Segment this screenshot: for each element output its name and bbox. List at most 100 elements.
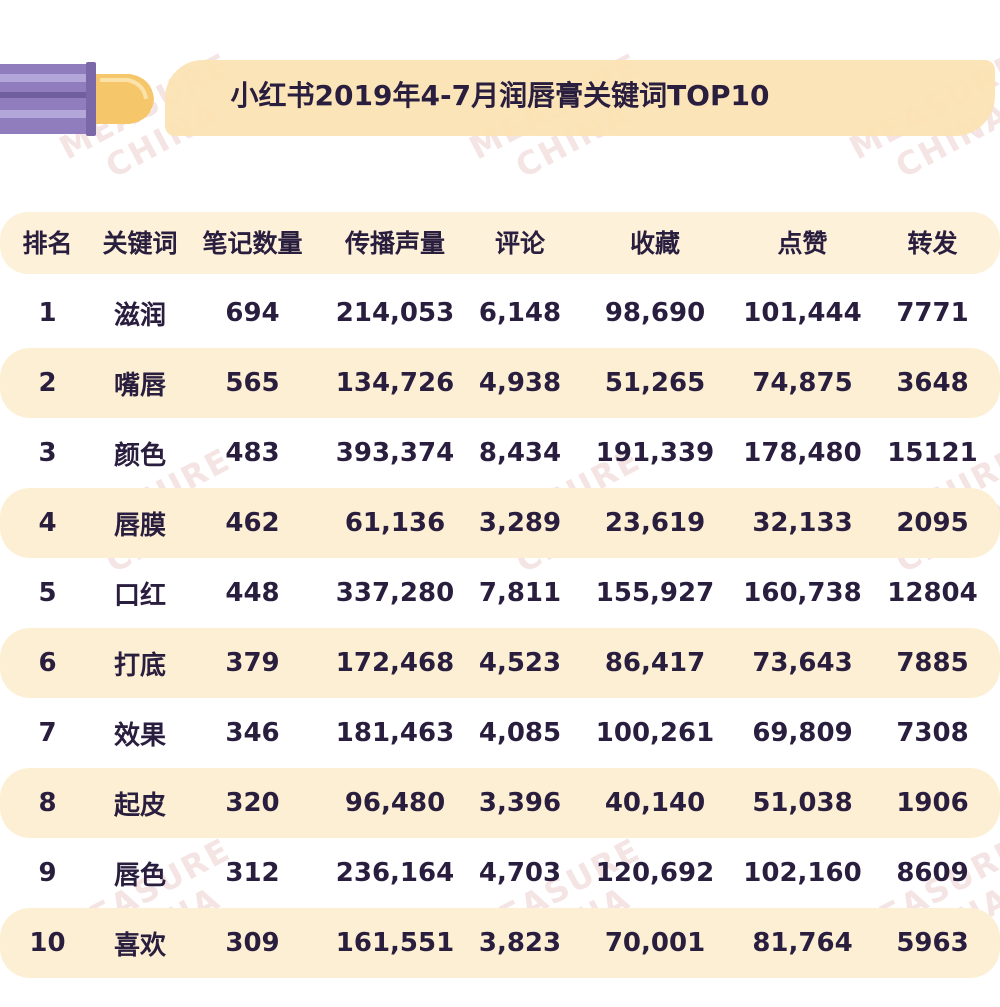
table-cell: 346 bbox=[225, 718, 280, 748]
table-cell: 滋润 bbox=[113, 300, 166, 331]
table-cell: 309 bbox=[185, 908, 320, 978]
table-cell: 嘴唇 bbox=[95, 348, 185, 418]
table-cell: 3 bbox=[38, 438, 57, 468]
table-cell: 6 bbox=[0, 628, 95, 698]
column-header: 关键词 bbox=[102, 229, 178, 258]
column-header: 评论 bbox=[494, 229, 545, 258]
table-cell: 337,280 bbox=[335, 578, 455, 608]
table-cell: 9 bbox=[38, 858, 57, 888]
table-cell: 喜欢 bbox=[95, 908, 185, 978]
table-cell: 3,289 bbox=[470, 488, 570, 558]
table-cell: 1 bbox=[38, 298, 57, 328]
column-header: 收藏 bbox=[629, 229, 680, 258]
column-header: 排名 bbox=[22, 229, 73, 258]
table-cell: 102,160 bbox=[743, 858, 862, 888]
column-header: 点赞 bbox=[777, 229, 828, 258]
table-cell: 214,053 bbox=[335, 298, 455, 328]
table-cell: 96,480 bbox=[320, 768, 470, 838]
table-cell: 7308 bbox=[896, 718, 969, 748]
table-cell: 6,148 bbox=[478, 298, 562, 328]
keyword-table: 排名 关键词 笔记数量 传播声量 评论 收藏 点赞 转发 1 滋润 694 214,053 6,148… bbox=[0, 206, 1000, 978]
table-cell: 唇色 bbox=[113, 860, 166, 891]
table-cell: 74,875 bbox=[740, 348, 865, 418]
title-band bbox=[165, 60, 995, 136]
table-cell: 379 bbox=[185, 628, 320, 698]
table-row: 10 喜欢 309 161,551 3,823 70,001 81,764 5963 bbox=[0, 908, 1000, 978]
table-cell: 7 bbox=[38, 718, 57, 748]
column-header: 转发 bbox=[907, 229, 958, 258]
table-cell: 172,468 bbox=[320, 628, 470, 698]
table-row: 9 唇色 312 236,164 4,703 120,692 102,160 8609 bbox=[0, 838, 1000, 908]
table-row: 7 效果 346 181,463 4,085 100,261 69,809 7308 bbox=[0, 698, 1000, 768]
table-cell: 3,396 bbox=[470, 768, 570, 838]
table-cell: 8609 bbox=[896, 858, 969, 888]
lipstick-icon bbox=[0, 62, 154, 136]
table-cell: 236,164 bbox=[335, 858, 455, 888]
table-cell: 32,133 bbox=[740, 488, 865, 558]
table-cell: 4,085 bbox=[478, 718, 562, 748]
table-cell: 86,417 bbox=[570, 628, 740, 698]
table-cell: 181,463 bbox=[335, 718, 455, 748]
table-cell: 5 bbox=[38, 578, 57, 608]
table-cell: 12804 bbox=[887, 578, 978, 608]
table-cell: 7885 bbox=[865, 628, 1000, 698]
table-cell: 8,434 bbox=[478, 438, 562, 468]
table-cell: 81,764 bbox=[740, 908, 865, 978]
table-cell: 51,038 bbox=[740, 768, 865, 838]
table-cell: 483 bbox=[225, 438, 280, 468]
table-cell: 101,444 bbox=[743, 298, 862, 328]
table-cell: 3648 bbox=[865, 348, 1000, 418]
table-cell: 155,927 bbox=[595, 578, 715, 608]
table-row: 3 颜色 483 393,374 8,434 191,339 178,480 15121 bbox=[0, 418, 1000, 488]
table-cell: 口红 bbox=[113, 580, 166, 611]
table-cell: 4 bbox=[0, 488, 95, 558]
column-header: 笔记数量 bbox=[202, 229, 303, 258]
table-cell: 191,339 bbox=[595, 438, 715, 468]
table-header-row: 排名 关键词 笔记数量 传播声量 评论 收藏 点赞 转发 bbox=[0, 206, 1000, 278]
table-body: 1 滋润 694 214,053 6,148 98,690 101,444 7771 2 嘴唇 56… bbox=[0, 278, 1000, 978]
table-cell: 161,551 bbox=[320, 908, 470, 978]
table-cell: 98,690 bbox=[604, 298, 706, 328]
table-cell: 7,811 bbox=[478, 578, 562, 608]
table-cell: 565 bbox=[185, 348, 320, 418]
column-header: 传播声量 bbox=[344, 229, 445, 258]
table-row: 4 唇膜 462 61,136 3,289 23,619 32,133 2095 bbox=[0, 488, 1000, 558]
table-cell: 3,823 bbox=[470, 908, 570, 978]
table-row: 5 口红 448 337,280 7,811 155,927 160,738 12804 bbox=[0, 558, 1000, 628]
table-cell: 51,265 bbox=[570, 348, 740, 418]
table-cell: 312 bbox=[225, 858, 280, 888]
table-cell: 4,703 bbox=[478, 858, 562, 888]
table-row: 8 起皮 320 96,480 3,396 40,140 51,038 1906 bbox=[0, 768, 1000, 838]
table-cell: 694 bbox=[225, 298, 280, 328]
table-cell: 393,374 bbox=[335, 438, 455, 468]
table-row: 6 打底 379 172,468 4,523 86,417 73,643 7885 bbox=[0, 628, 1000, 698]
table-cell: 448 bbox=[225, 578, 280, 608]
table-cell: 效果 bbox=[113, 720, 166, 751]
table-cell: 160,738 bbox=[743, 578, 862, 608]
table-cell: 2 bbox=[0, 348, 95, 418]
table-cell: 8 bbox=[0, 768, 95, 838]
table-cell: 73,643 bbox=[740, 628, 865, 698]
table-cell: 462 bbox=[185, 488, 320, 558]
table-row: 1 滋润 694 214,053 6,148 98,690 101,444 7771 bbox=[0, 278, 1000, 348]
page-title: 小红书2019年4-7月润唇膏关键词TOP10 bbox=[230, 79, 770, 112]
table-cell: 100,261 bbox=[595, 718, 715, 748]
table-cell: 7771 bbox=[896, 298, 969, 328]
table-cell: 134,726 bbox=[320, 348, 470, 418]
table-cell: 打底 bbox=[95, 628, 185, 698]
table-cell: 15121 bbox=[887, 438, 978, 468]
table-cell: 10 bbox=[0, 908, 95, 978]
table-cell: 69,809 bbox=[752, 718, 853, 748]
table-cell: 120,692 bbox=[595, 858, 715, 888]
table-cell: 23,619 bbox=[570, 488, 740, 558]
table-cell: 2095 bbox=[865, 488, 1000, 558]
table-cell: 320 bbox=[185, 768, 320, 838]
table-cell: 4,938 bbox=[470, 348, 570, 418]
table-cell: 70,001 bbox=[570, 908, 740, 978]
header-band bbox=[0, 212, 1000, 274]
table-cell: 1906 bbox=[865, 768, 1000, 838]
table-cell: 颜色 bbox=[113, 440, 166, 471]
table-cell: 唇膜 bbox=[95, 488, 185, 558]
table-cell: 4,523 bbox=[470, 628, 570, 698]
table-cell: 178,480 bbox=[743, 438, 862, 468]
